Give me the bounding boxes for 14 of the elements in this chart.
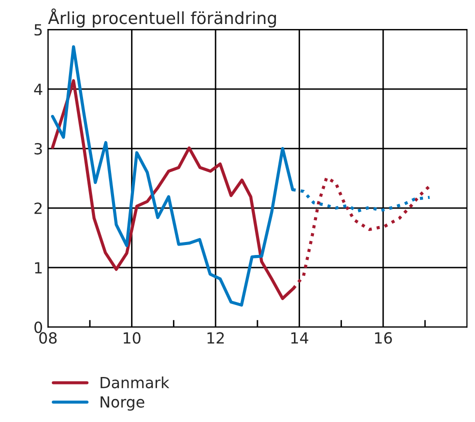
y-tick-label: 5 [34,24,42,36]
y-tick-label: 2 [34,202,42,214]
x-tick-label: 14 [291,332,308,344]
y-tick-label: 4 [34,84,42,95]
y-tick-label: 3 [34,143,42,155]
chart-title: Årlig procentuell förändring [48,8,276,28]
x-tick-label: 16 [375,332,392,344]
legend-label: Norge [100,396,144,411]
y-tick-label: 1 [35,262,42,274]
legend-label: Danmark [100,376,170,388]
x-tick-label: 10 [124,332,140,344]
y-tick-label: 0 [34,322,42,334]
x-tick-label: 12 [208,332,224,344]
x-tick-label: 08 [39,332,57,344]
